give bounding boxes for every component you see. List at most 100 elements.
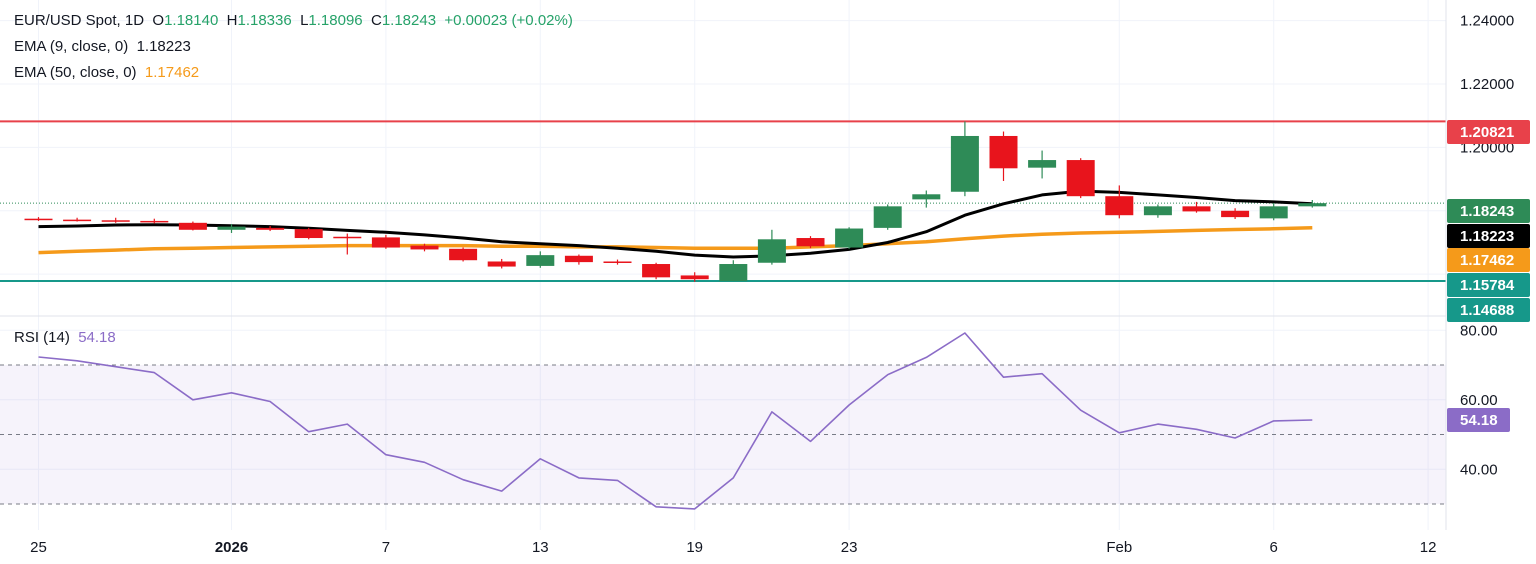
rsi-badge-label: 54.18 xyxy=(1460,412,1498,429)
candle-body xyxy=(1028,160,1057,168)
candle[interactable] xyxy=(835,227,864,249)
candle[interactable] xyxy=(24,217,53,221)
price-badge-bg xyxy=(1447,248,1530,272)
candle-body xyxy=(449,248,478,261)
rsi-badge: 54.18 xyxy=(1447,407,1510,432)
rsi-tick-label: 60.00 xyxy=(1460,392,1498,409)
time-tick-label: 19 xyxy=(686,539,703,556)
low-value: 1.18096 xyxy=(308,12,363,29)
ema9-label: EMA (9, close, 0) xyxy=(14,38,129,55)
price-badge-label: 1.20821 xyxy=(1460,124,1514,141)
rsi-line[interactable] xyxy=(38,332,1313,510)
ema50-value: 1.17462 xyxy=(144,64,200,81)
candle[interactable] xyxy=(217,224,246,233)
candle-body xyxy=(217,226,246,230)
time-tick-label: 6 xyxy=(1270,539,1278,556)
candle[interactable] xyxy=(564,254,593,265)
ema50-line[interactable] xyxy=(38,226,1313,255)
candle[interactable] xyxy=(449,247,478,262)
candle-body xyxy=(1143,206,1172,216)
price-badge-label: 1.17462 xyxy=(1460,252,1514,269)
rsi-legend[interactable]: RSI (14) 54.18 xyxy=(14,329,116,346)
candle[interactable] xyxy=(642,262,671,280)
candle[interactable] xyxy=(526,251,555,268)
price-badge-label: 1.18243 xyxy=(1460,203,1514,220)
candle-body xyxy=(101,220,130,222)
candle-body xyxy=(410,245,439,250)
candle[interactable] xyxy=(410,243,439,252)
ema9-value: 1.18223 xyxy=(136,38,191,55)
candle[interactable] xyxy=(487,258,516,269)
time-tick-label: Feb xyxy=(1106,539,1132,556)
candle[interactable] xyxy=(873,204,902,230)
candle[interactable] xyxy=(1298,199,1327,208)
time-tick-label: 7 xyxy=(382,539,390,556)
ema50-legend[interactable]: EMA (50, close, 0) 1.17462 xyxy=(14,64,199,81)
time-tick-label: 2026 xyxy=(215,539,248,556)
time-axis-ticks[interactable]: 25 2026 7 13 19 23 Feb 6 12 xyxy=(30,539,1436,556)
symbol-label[interactable]: EUR/USD Spot, 1D xyxy=(14,12,145,29)
ohlc-legend[interactable]: EUR/USD Spot, 1D O1.18140 H1.18336 L1.18… xyxy=(14,12,573,29)
candle[interactable] xyxy=(1259,203,1288,221)
price-badge: 1.15784 xyxy=(1447,273,1530,297)
candle[interactable] xyxy=(63,217,92,222)
candle[interactable] xyxy=(101,217,130,223)
ema9-line[interactable] xyxy=(38,189,1313,259)
candle-body xyxy=(950,135,979,192)
candle[interactable] xyxy=(140,218,169,224)
open-value: 1.18140 xyxy=(164,12,219,29)
candle[interactable] xyxy=(294,227,323,240)
price-badges: 1.20821 1.18243 1.18223 1.17462 1.15784 1.146… xyxy=(1447,120,1530,432)
time-tick-label: 25 xyxy=(30,539,47,556)
price-badge-bg xyxy=(1447,224,1530,248)
candle[interactable] xyxy=(371,234,400,249)
change-value: +0.00023 (+0.02%) xyxy=(444,12,573,29)
rsi-tick-label: 40.00 xyxy=(1460,461,1498,478)
candle[interactable] xyxy=(912,190,941,208)
candle-body xyxy=(487,261,516,267)
close-label: C xyxy=(370,12,382,29)
high-value: 1.18336 xyxy=(237,12,292,29)
price-badge-bg xyxy=(1447,120,1530,144)
candle[interactable] xyxy=(989,131,1018,181)
candle-body xyxy=(1221,210,1250,218)
candle[interactable] xyxy=(603,259,632,265)
candle-body xyxy=(1298,203,1327,207)
candle[interactable] xyxy=(256,225,285,232)
candle[interactable] xyxy=(1221,208,1250,220)
candle[interactable] xyxy=(1028,150,1057,179)
price-badge: 1.17462 xyxy=(1447,248,1530,272)
candle-body xyxy=(796,238,825,247)
candle[interactable] xyxy=(719,260,748,282)
price-badge-label: 1.18223 xyxy=(1460,228,1514,245)
candle[interactable] xyxy=(680,272,709,282)
price-tick-label: 1.22000 xyxy=(1460,76,1514,93)
candle-body xyxy=(912,194,941,200)
time-tick-label: 12 xyxy=(1420,539,1437,556)
candle[interactable] xyxy=(333,233,362,255)
price-badge-label: 1.15784 xyxy=(1460,277,1515,294)
candle[interactable] xyxy=(757,229,786,265)
rsi-axis-ticks[interactable]: 80.00 60.00 40.00 xyxy=(1460,322,1498,478)
candle[interactable] xyxy=(1105,185,1134,219)
candle[interactable] xyxy=(1066,158,1095,199)
candle-body xyxy=(140,220,169,223)
candle[interactable] xyxy=(178,221,207,231)
candle-body xyxy=(835,228,864,248)
rsi-reference-lines xyxy=(0,364,1446,505)
close-value: 1.18243 xyxy=(381,12,437,29)
candle-body xyxy=(1066,160,1095,197)
candle-body xyxy=(1182,206,1211,212)
low-label: L xyxy=(300,12,309,29)
candle[interactable] xyxy=(1182,201,1211,213)
candle[interactable] xyxy=(1143,204,1172,218)
ema9-legend[interactable]: EMA (9, close, 0) 1.18223 xyxy=(14,38,191,55)
candle-body xyxy=(63,219,92,222)
candlesticks[interactable] xyxy=(24,121,1327,282)
price-badge: 1.20821 xyxy=(1447,120,1530,144)
candle-body xyxy=(719,264,748,282)
candle[interactable] xyxy=(796,236,825,249)
candle-body xyxy=(371,237,400,248)
candle[interactable] xyxy=(950,121,979,197)
